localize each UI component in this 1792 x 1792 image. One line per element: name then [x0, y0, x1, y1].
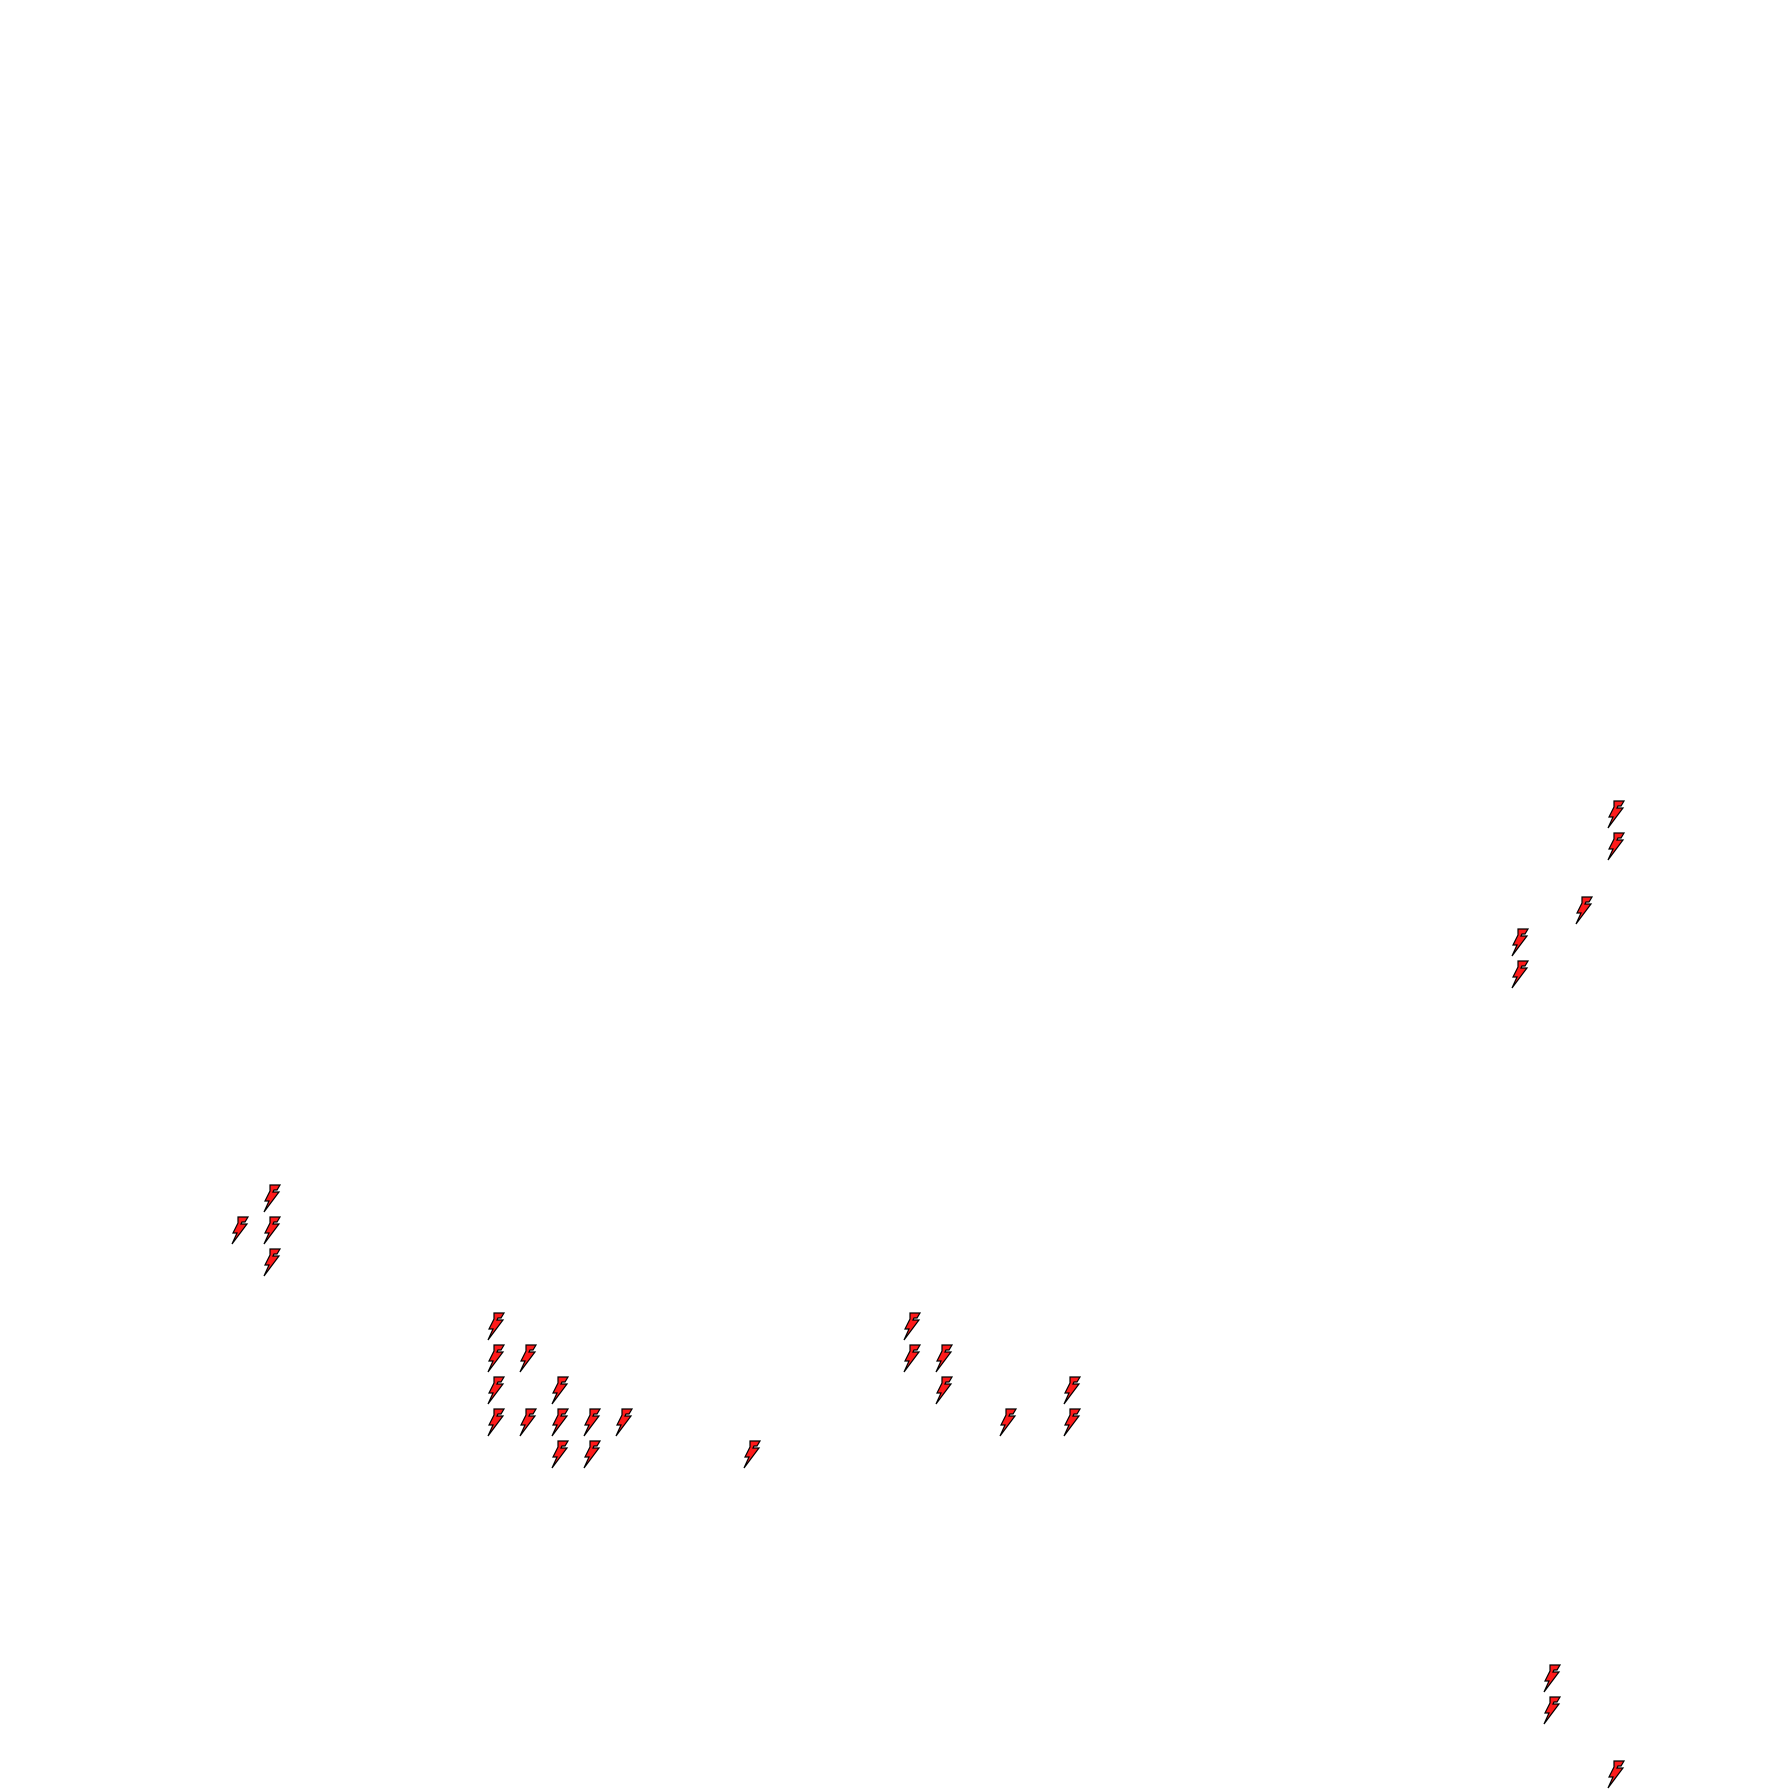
lightning-bolt-icon[interactable]: [486, 1312, 506, 1342]
lightning-bolt-icon[interactable]: [486, 1408, 506, 1438]
lightning-bolt-icon[interactable]: [486, 1376, 506, 1406]
lightning-bolt-icon[interactable]: [902, 1344, 922, 1374]
lightning-bolt-icon[interactable]: [934, 1344, 954, 1374]
lightning-bolt-icon[interactable]: [582, 1408, 602, 1438]
lightning-bolt-icon[interactable]: [614, 1408, 634, 1438]
lightning-bolt-icon[interactable]: [1062, 1376, 1082, 1406]
lightning-bolt-icon[interactable]: [1606, 800, 1626, 830]
lightning-bolt-icon[interactable]: [1062, 1408, 1082, 1438]
lightning-bolt-icon[interactable]: [1574, 896, 1594, 926]
lightning-bolt-icon[interactable]: [550, 1376, 570, 1406]
lightning-bolt-icon[interactable]: [742, 1440, 762, 1470]
lightning-bolt-icon[interactable]: [518, 1344, 538, 1374]
lightning-bolt-icon[interactable]: [934, 1376, 954, 1406]
lightning-bolt-icon[interactable]: [230, 1216, 250, 1246]
lightning-bolt-icon[interactable]: [262, 1184, 282, 1214]
lightning-bolt-icon[interactable]: [518, 1408, 538, 1438]
lightning-bolt-icon[interactable]: [1542, 1664, 1562, 1694]
lightning-bolt-icon[interactable]: [1542, 1696, 1562, 1726]
lightning-bolt-icon[interactable]: [1606, 1760, 1626, 1790]
lightning-bolt-icon[interactable]: [1510, 928, 1530, 958]
lightning-bolt-icon[interactable]: [262, 1248, 282, 1278]
lightning-bolt-icon[interactable]: [1510, 960, 1530, 990]
lightning-bolt-icon[interactable]: [582, 1440, 602, 1470]
lightning-bolt-icon[interactable]: [550, 1440, 570, 1470]
lightning-bolt-icon[interactable]: [262, 1216, 282, 1246]
lightning-bolt-icon[interactable]: [1606, 832, 1626, 862]
lightning-bolt-icon[interactable]: [902, 1312, 922, 1342]
lightning-bolt-icon[interactable]: [998, 1408, 1018, 1438]
lightning-bolt-icon[interactable]: [550, 1408, 570, 1438]
lightning-bolt-icon[interactable]: [486, 1344, 506, 1374]
